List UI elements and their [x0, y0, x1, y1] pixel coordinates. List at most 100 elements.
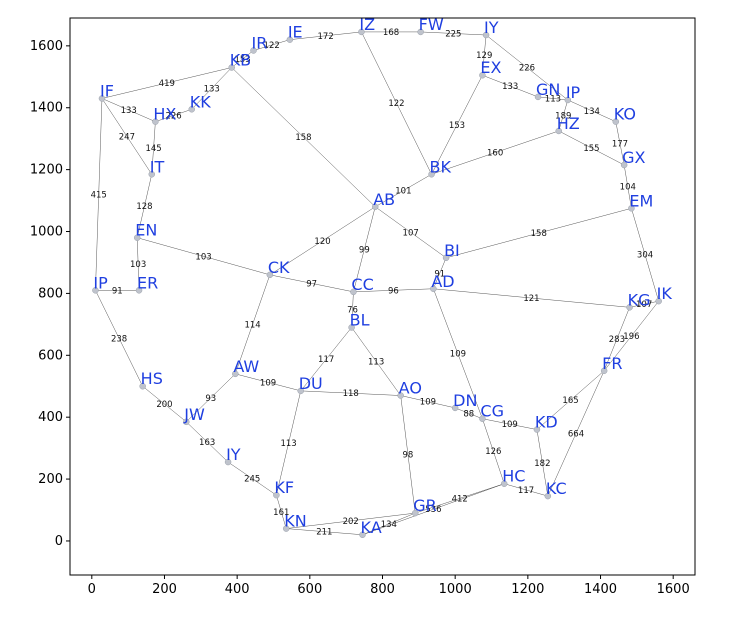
graph-edge	[353, 288, 434, 293]
x-tick-label: 1600	[657, 582, 690, 597]
x-tick-label: 600	[297, 582, 322, 597]
edge-weight-label: 226	[165, 111, 181, 121]
edge-weight-label: 113	[280, 439, 296, 449]
graph-node	[371, 203, 379, 211]
graph-node	[92, 287, 99, 294]
graph-node	[655, 297, 662, 305]
node-label: IF	[100, 81, 114, 100]
graph-node	[348, 324, 355, 331]
graph-node	[135, 287, 143, 294]
edge-weight-label: 664	[568, 429, 584, 439]
graph-edge	[235, 373, 301, 392]
node-label: KB	[230, 51, 251, 70]
edge-weight-label: 247	[119, 132, 135, 142]
graph-node	[133, 234, 141, 241]
x-tick-label: 1400	[584, 582, 617, 597]
y-tick-label: 0	[55, 534, 63, 549]
graph-edge	[142, 386, 187, 422]
node-label: EM	[629, 191, 653, 210]
edge-weight-label: 104	[620, 183, 636, 193]
node-label: IZ	[359, 15, 375, 34]
graph-node	[430, 285, 437, 293]
graph-edge	[95, 98, 103, 291]
node-label: BL	[350, 310, 370, 329]
node-label: IP	[566, 83, 581, 102]
y-tick-label: 200	[38, 472, 63, 487]
edges-layer	[95, 31, 659, 535]
edge-weight-label: 117	[318, 355, 334, 365]
graph-edge	[227, 461, 277, 496]
graph-edge	[351, 327, 401, 396]
graph-edge	[631, 208, 659, 302]
graph-node	[224, 458, 232, 466]
graph-edge	[455, 407, 483, 419]
edge-weight-label: 158	[295, 133, 311, 143]
y-tick-label: 600	[38, 348, 63, 363]
edge-weight-label: 97	[306, 279, 317, 289]
graph-node	[250, 47, 257, 54]
node-label: EN	[135, 221, 157, 240]
node-label: KC	[546, 479, 567, 498]
graph-edge	[629, 300, 659, 308]
node-label: KA	[361, 518, 382, 537]
graph-edge	[623, 164, 632, 209]
graph-edge	[300, 327, 352, 392]
edge-weight-label: 304	[637, 251, 653, 261]
node-label: IR	[252, 33, 268, 52]
graph-edge	[446, 208, 632, 259]
graph-node	[282, 525, 290, 532]
x-tick-label: 1000	[439, 582, 472, 597]
y-tick-label: 1600	[30, 39, 63, 54]
edge-weight-label: 99	[359, 245, 370, 255]
graph-node	[482, 31, 490, 39]
x-tick-label: 400	[225, 582, 250, 597]
x-axis-ticks: 0 200 400 600 800 1000 1200 1400 1600	[88, 575, 690, 597]
node-label: KG	[628, 290, 651, 309]
edge-weights-layer: 419 133 415 247 153 122 172 168 225 129 133 113 134 1…	[91, 28, 654, 538]
node-label: EX	[480, 58, 501, 77]
x-tick-label: 200	[152, 582, 177, 597]
graph-edge	[420, 31, 487, 36]
edge-weight-label: 91	[112, 286, 123, 296]
edge-weight-label: 160	[487, 149, 503, 159]
graph-node	[626, 304, 633, 311]
edge-weight-label: 133	[121, 106, 137, 116]
graph-edge	[536, 370, 605, 430]
graph-edge	[137, 237, 270, 276]
edge-weight-label: 226	[519, 64, 535, 74]
y-axis-ticks: 0 200 400 600 800 1000 1200 1400 1600	[30, 39, 70, 549]
edge-weight-label: 93	[205, 394, 216, 404]
node-label: CG	[480, 402, 504, 421]
edge-weight-label: 161	[273, 508, 289, 518]
graph-edge	[547, 370, 605, 497]
graph-edge	[276, 495, 287, 529]
edge-weight-label: 121	[523, 294, 539, 304]
node-label: IK	[657, 284, 673, 303]
graph-node	[628, 205, 635, 212]
graph-edge	[567, 99, 616, 122]
graph-edge	[538, 96, 568, 101]
graph-edge	[558, 99, 569, 132]
graph-node	[273, 491, 280, 499]
graph-edge	[276, 390, 301, 496]
graph-node	[479, 71, 486, 79]
node-label: KD	[535, 413, 558, 432]
edge-weight-label: 109	[502, 420, 518, 430]
graph-node	[428, 171, 435, 178]
edge-weight-label: 153	[449, 121, 465, 131]
y-tick-label: 1000	[30, 225, 63, 240]
edge-weight-label: 182	[534, 459, 550, 469]
node-label: FR	[602, 354, 622, 373]
edge-weight-label: 122	[388, 99, 404, 109]
node-label: IE	[288, 23, 303, 42]
node-label: BK	[430, 157, 452, 176]
graph-node	[350, 288, 357, 296]
graph-node	[533, 426, 541, 433]
graph-edge	[362, 512, 416, 535]
node-label: AD	[431, 272, 454, 291]
graph-edge	[361, 31, 432, 175]
graph-edge	[603, 301, 659, 371]
edge-weight-label: 225	[445, 29, 461, 39]
graph-edge	[603, 307, 630, 371]
graph-edge	[431, 130, 559, 175]
